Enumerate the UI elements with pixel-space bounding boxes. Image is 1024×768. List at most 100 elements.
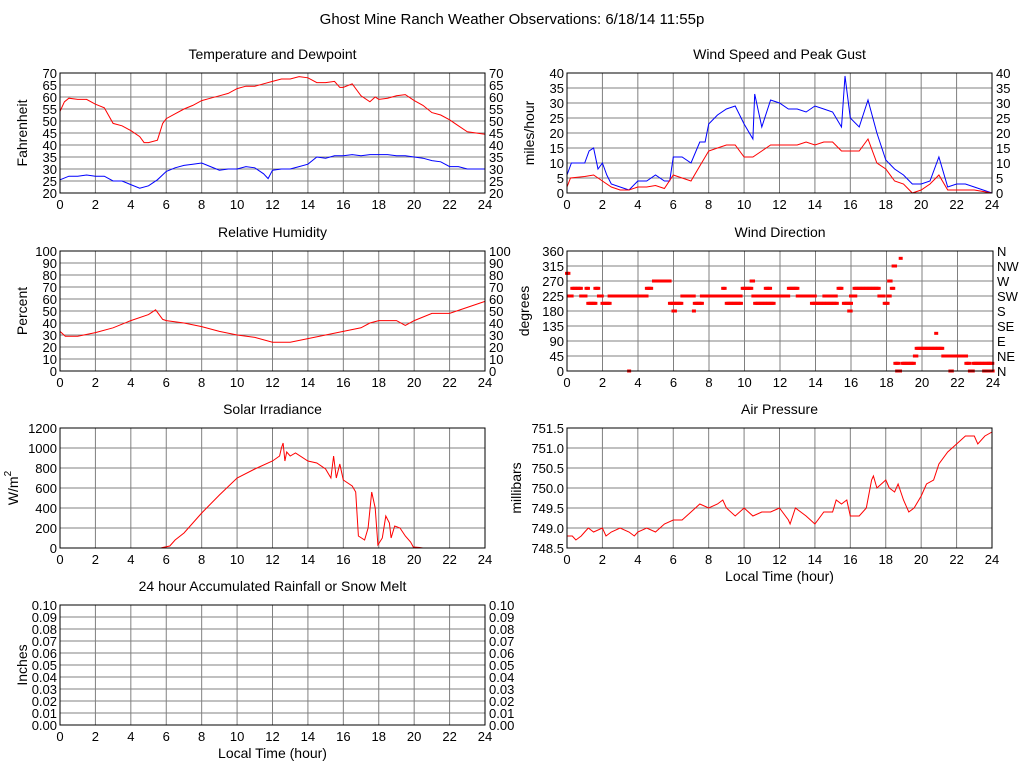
x-tick-label: 6 [163, 729, 170, 744]
x-tick-label: 6 [670, 197, 677, 212]
y-tick-label: 751.5 [531, 421, 564, 436]
wind-direction-point [691, 309, 696, 313]
x-axis-label: Local Time (hour) [725, 568, 834, 584]
x-tick-label: 6 [163, 552, 170, 567]
right-tick-label: 40 [489, 316, 503, 331]
wind-direction-point [771, 301, 776, 305]
y-tick-label: 10 [550, 156, 564, 171]
wind-direction-point [934, 331, 939, 335]
y-tick-label: 1200 [28, 421, 57, 436]
y-tick-label: 40 [43, 138, 57, 153]
x-tick-label: 16 [843, 552, 857, 567]
x-tick-label: 16 [336, 375, 350, 390]
wind-direction-point [885, 301, 890, 305]
wind-direction-point [914, 354, 919, 358]
wind-direction-point [585, 286, 590, 290]
y-tick-label: 270 [542, 274, 564, 289]
y-axis-label: Inches [14, 644, 30, 685]
right-tick-label: 30 [996, 96, 1010, 111]
series-line-peak-gust [566, 75, 993, 194]
x-tick-label: 12 [772, 552, 786, 567]
right-tick-label: 10 [996, 156, 1010, 171]
x-tick-label: 6 [163, 375, 170, 390]
y-tick-label: 750.5 [531, 461, 564, 476]
y-tick-label: 751.0 [531, 441, 564, 456]
x-tick-label: 14 [301, 197, 315, 212]
right-tick-label: 35 [489, 150, 503, 165]
x-tick-label: 14 [301, 729, 315, 744]
x-tick-label: 20 [914, 197, 928, 212]
wind-direction-point [596, 286, 601, 290]
x-tick-label: 4 [634, 375, 641, 390]
y-tick-label: 20 [43, 186, 57, 201]
right-tick-label: SW [997, 289, 1019, 304]
y-tick-label: 10 [43, 352, 57, 367]
plot-frame [566, 72, 993, 194]
y-tick-label: 800 [35, 461, 57, 476]
right-tick-label: 0.07 [489, 634, 514, 649]
wind-direction-point [607, 301, 612, 305]
right-tick-label: 45 [489, 126, 503, 141]
wind-direction-point [967, 361, 972, 365]
wind-direction-point [964, 354, 969, 358]
y-tick-label: 600 [35, 481, 57, 496]
y-tick-label: 40 [43, 316, 57, 331]
x-tick-label: 0 [56, 197, 63, 212]
x-tick-label: 20 [914, 552, 928, 567]
wind-direction-point [566, 271, 571, 275]
y-axis-label: miles/hour [521, 100, 537, 165]
plot-frame [566, 427, 993, 549]
x-tick-label: 2 [92, 197, 99, 212]
wind-direction-point [888, 279, 893, 283]
x-tick-label: 8 [198, 729, 205, 744]
x-tick-label: 18 [879, 552, 893, 567]
x-tick-label: 16 [336, 197, 350, 212]
x-tick-label: 4 [127, 375, 134, 390]
y-axis-label-text: W/m [5, 476, 21, 505]
x-tick-label: 10 [230, 375, 244, 390]
plot-frame [566, 250, 994, 372]
y-axis-label-text: degrees [516, 286, 532, 337]
x-axis-label: Local Time (hour) [218, 745, 327, 761]
y-tick-label: 20 [43, 340, 57, 355]
wind-direction-point [649, 286, 654, 290]
y-tick-label: 750.0 [531, 481, 564, 496]
x-tick-label: 22 [442, 552, 456, 567]
x-tick-label: 4 [634, 197, 641, 212]
x-tick-label: 0 [56, 375, 63, 390]
right-tick-label: N [997, 244, 1006, 259]
y-tick-label: 0 [50, 541, 57, 556]
wind-direction-point [839, 286, 844, 290]
right-tick-label: 20 [489, 340, 503, 355]
x-tick-label: 0 [563, 552, 570, 567]
x-tick-label: 22 [442, 197, 456, 212]
wind-direction-point [679, 301, 684, 305]
wind-direction-point [569, 294, 574, 298]
right-tick-label: 25 [996, 111, 1010, 126]
y-axis-label: millibars [508, 462, 524, 513]
x-tick-label: 4 [127, 552, 134, 567]
x-tick-label: 20 [915, 375, 929, 390]
wind-direction-point [876, 286, 881, 290]
y-tick-label: 0.08 [32, 622, 57, 637]
x-tick-label: 2 [92, 729, 99, 744]
right-tick-label: W [997, 274, 1010, 289]
x-tick-label: 2 [599, 552, 606, 567]
wind-direction-point [833, 294, 838, 298]
x-tick-label: 10 [230, 729, 244, 744]
right-tick-label: 0.03 [489, 682, 514, 697]
x-tick-label: 0 [563, 375, 570, 390]
x-tick-label: 18 [879, 197, 893, 212]
chart-rainfall: 24 hour Accumulated Rainfall or Snow Mel… [14, 578, 514, 761]
wind-direction-point [881, 294, 886, 298]
y-tick-label: 30 [43, 162, 57, 177]
series-line-temperature [59, 76, 486, 144]
wind-direction-point [795, 286, 800, 290]
plot-frame [59, 250, 486, 372]
x-tick-label: 14 [808, 197, 822, 212]
x-tick-label: 14 [808, 375, 822, 390]
wind-direction-point [834, 301, 839, 305]
